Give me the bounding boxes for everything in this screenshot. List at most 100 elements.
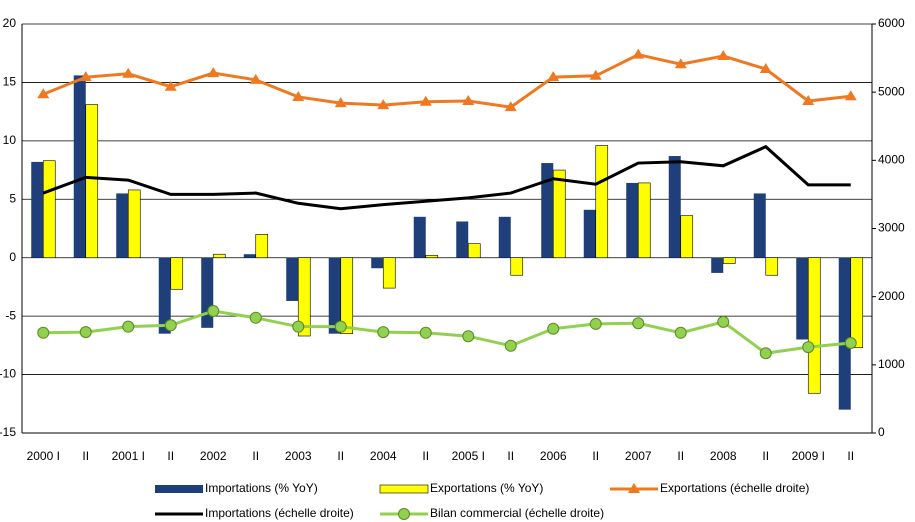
x-tick-label: 2005 I bbox=[452, 449, 485, 463]
y2-tick-label: 6000 bbox=[878, 16, 905, 30]
y-tick-label: -5 bbox=[5, 308, 16, 322]
point bbox=[207, 304, 220, 317]
x-tick-label: II bbox=[167, 449, 174, 463]
bar bbox=[371, 257, 384, 269]
bar bbox=[255, 234, 269, 259]
x-tick-label: II bbox=[762, 449, 769, 463]
point bbox=[419, 95, 432, 106]
x-tick-label: II bbox=[677, 449, 684, 463]
point bbox=[164, 80, 177, 91]
point bbox=[334, 97, 347, 108]
legend-label: Exportations (% YoY) bbox=[430, 481, 543, 495]
point bbox=[377, 326, 390, 339]
bar bbox=[73, 75, 86, 258]
bar bbox=[552, 169, 566, 259]
point bbox=[674, 326, 687, 339]
bar bbox=[510, 257, 524, 276]
point bbox=[844, 337, 857, 350]
point bbox=[632, 48, 645, 59]
legend-swatch bbox=[155, 485, 203, 493]
bar bbox=[85, 104, 99, 259]
point bbox=[844, 90, 857, 101]
bar bbox=[243, 254, 256, 258]
legend-label: Importations (% YoY) bbox=[205, 481, 318, 495]
point bbox=[717, 50, 730, 61]
point bbox=[419, 326, 432, 339]
line bbox=[42, 144, 851, 211]
y-tick-label: 20 bbox=[3, 16, 17, 30]
point bbox=[164, 319, 177, 332]
bar bbox=[765, 257, 779, 276]
bar bbox=[637, 182, 651, 259]
bar bbox=[212, 253, 226, 259]
point bbox=[292, 320, 305, 333]
point bbox=[589, 69, 602, 80]
legend-label: Importations (échelle droite) bbox=[205, 506, 354, 520]
bar bbox=[753, 193, 766, 258]
bar bbox=[838, 257, 851, 410]
bar bbox=[170, 257, 184, 290]
point bbox=[547, 71, 560, 82]
point bbox=[37, 88, 50, 99]
y2-tick-label: 3000 bbox=[878, 221, 905, 235]
point bbox=[292, 90, 305, 101]
bar bbox=[541, 163, 554, 258]
bar bbox=[31, 161, 44, 258]
point bbox=[79, 71, 92, 82]
point bbox=[547, 322, 560, 335]
bar bbox=[42, 160, 56, 259]
y-tick-label: 0 bbox=[9, 250, 16, 264]
x-tick-label: II bbox=[592, 449, 599, 463]
bar bbox=[158, 257, 171, 334]
point bbox=[377, 99, 390, 110]
bar bbox=[722, 257, 736, 264]
bar bbox=[850, 257, 864, 348]
x-tick-label: 2007 bbox=[625, 449, 652, 463]
legend-marker bbox=[398, 508, 410, 520]
point bbox=[79, 326, 92, 339]
bar bbox=[127, 189, 141, 259]
y2-tick-label: 0 bbox=[878, 425, 885, 439]
bar bbox=[201, 257, 214, 328]
y-tick-label: -15 bbox=[0, 425, 16, 439]
point bbox=[759, 62, 772, 73]
bar bbox=[340, 257, 354, 334]
point bbox=[462, 330, 475, 343]
x-tick-label: 2002 bbox=[200, 449, 227, 463]
bar bbox=[595, 145, 609, 259]
point bbox=[37, 326, 50, 339]
bar bbox=[116, 193, 129, 258]
line bbox=[43, 309, 851, 355]
bar bbox=[498, 216, 511, 258]
bar bbox=[297, 257, 311, 337]
point bbox=[632, 317, 645, 330]
bar bbox=[796, 257, 809, 340]
point bbox=[122, 320, 135, 333]
point bbox=[674, 58, 687, 69]
bar bbox=[807, 257, 821, 394]
point bbox=[759, 347, 772, 360]
x-tick-label: 2000 I bbox=[27, 449, 60, 463]
point bbox=[462, 95, 475, 106]
y-tick-label: 5 bbox=[9, 191, 16, 205]
point bbox=[802, 341, 815, 354]
legend-marker bbox=[628, 483, 640, 493]
x-tick-label: II bbox=[252, 449, 259, 463]
point bbox=[334, 320, 347, 333]
x-tick-label: 2004 bbox=[370, 449, 397, 463]
bar bbox=[467, 243, 481, 259]
y2-tick-label: 1000 bbox=[878, 357, 905, 371]
y2-tick-label: 2000 bbox=[878, 289, 905, 303]
bar bbox=[456, 221, 469, 258]
legend-swatch bbox=[379, 484, 429, 494]
y-tick-label: -10 bbox=[0, 367, 16, 381]
point bbox=[589, 317, 602, 330]
point bbox=[249, 73, 262, 84]
bar bbox=[286, 257, 299, 301]
legend-label: Bilan commercial (échelle droite) bbox=[430, 506, 604, 520]
bar bbox=[328, 257, 341, 334]
y-tick-label: 15 bbox=[3, 75, 17, 89]
x-tick-label: II bbox=[337, 449, 344, 463]
x-tick-label: 2008 bbox=[710, 449, 737, 463]
